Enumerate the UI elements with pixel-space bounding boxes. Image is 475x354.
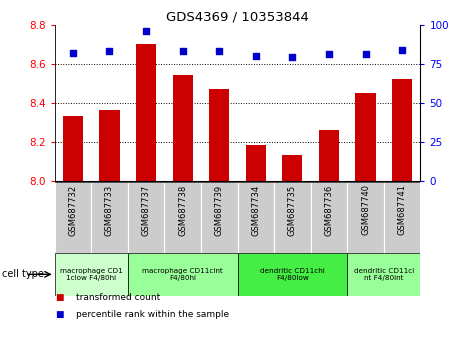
FancyBboxPatch shape xyxy=(164,182,201,253)
Bar xyxy=(355,93,376,181)
FancyBboxPatch shape xyxy=(238,253,347,296)
Text: GSM687739: GSM687739 xyxy=(215,184,224,235)
Point xyxy=(252,53,259,59)
Text: GSM687735: GSM687735 xyxy=(288,184,297,235)
Bar xyxy=(136,44,156,181)
Bar xyxy=(99,110,120,181)
Text: transformed count: transformed count xyxy=(76,293,160,302)
Point xyxy=(69,50,77,56)
FancyBboxPatch shape xyxy=(274,182,311,253)
Bar xyxy=(392,79,412,181)
Point xyxy=(398,47,406,52)
Point xyxy=(105,48,113,54)
FancyBboxPatch shape xyxy=(347,182,384,253)
FancyBboxPatch shape xyxy=(55,253,128,296)
Title: GDS4369 / 10353844: GDS4369 / 10353844 xyxy=(166,11,309,24)
Text: percentile rank within the sample: percentile rank within the sample xyxy=(76,310,229,319)
Text: GSM687736: GSM687736 xyxy=(324,184,333,236)
Text: GSM687740: GSM687740 xyxy=(361,184,370,235)
Point xyxy=(362,52,370,57)
Bar xyxy=(172,75,193,181)
Text: ■: ■ xyxy=(55,293,63,302)
Text: dendritic CD11ci
nt F4/80int: dendritic CD11ci nt F4/80int xyxy=(354,268,414,281)
Point xyxy=(216,48,223,54)
FancyBboxPatch shape xyxy=(128,182,164,253)
Text: GSM687737: GSM687737 xyxy=(142,184,151,236)
Text: macrophage CD1
1clow F4/80hi: macrophage CD1 1clow F4/80hi xyxy=(60,268,123,281)
Bar xyxy=(246,145,266,181)
Text: ■: ■ xyxy=(55,310,63,319)
Bar xyxy=(282,155,303,181)
Point xyxy=(142,28,150,34)
Text: macrophage CD11cint
F4/80hi: macrophage CD11cint F4/80hi xyxy=(142,268,223,281)
Point xyxy=(325,52,332,57)
Point xyxy=(179,48,186,54)
FancyBboxPatch shape xyxy=(91,182,128,253)
Text: GSM687738: GSM687738 xyxy=(178,184,187,236)
FancyBboxPatch shape xyxy=(238,182,274,253)
FancyBboxPatch shape xyxy=(347,253,420,296)
Text: dendritic CD11chi
F4/80low: dendritic CD11chi F4/80low xyxy=(260,268,325,281)
FancyBboxPatch shape xyxy=(311,182,347,253)
Bar xyxy=(63,116,83,181)
FancyBboxPatch shape xyxy=(201,182,238,253)
FancyBboxPatch shape xyxy=(55,182,91,253)
Text: GSM687741: GSM687741 xyxy=(398,184,407,235)
Text: GSM687734: GSM687734 xyxy=(251,184,260,235)
Bar xyxy=(319,130,339,181)
Text: GSM687732: GSM687732 xyxy=(68,184,77,235)
FancyBboxPatch shape xyxy=(384,182,420,253)
FancyBboxPatch shape xyxy=(128,253,238,296)
Bar xyxy=(209,89,229,181)
Point xyxy=(289,55,296,60)
Text: cell type: cell type xyxy=(2,269,44,279)
Text: GSM687733: GSM687733 xyxy=(105,184,114,236)
